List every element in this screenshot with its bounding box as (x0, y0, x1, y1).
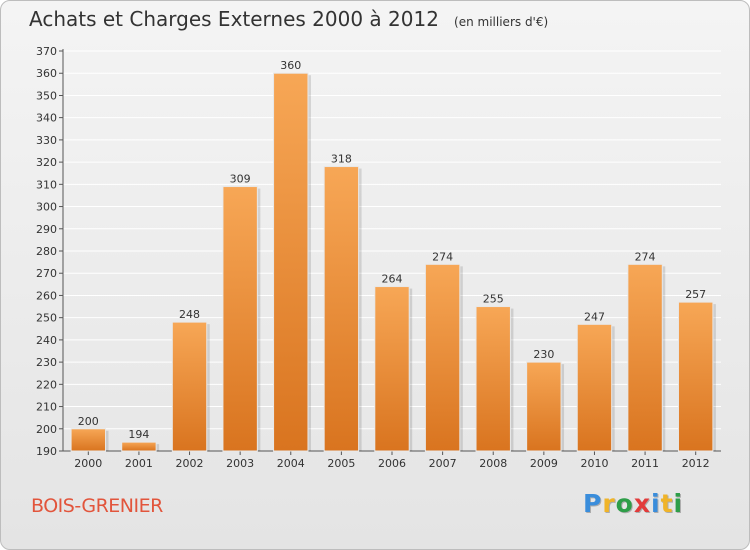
bar (576, 323, 613, 452)
bar-value-label: 360 (280, 59, 301, 72)
x-tick-label: 2009 (530, 457, 558, 470)
y-tick-label: 230 (36, 356, 57, 369)
bar (374, 286, 410, 452)
bar-value-label: 194 (128, 428, 149, 441)
y-tick-label: 220 (36, 378, 57, 391)
proxiti-logo[interactable]: Proxiti (583, 489, 683, 518)
y-tick-label: 360 (36, 67, 57, 80)
bar-value-label: 248 (179, 308, 200, 321)
y-tick-label: 200 (36, 423, 57, 436)
logo-letter: t (660, 489, 674, 518)
x-tick-label: 2008 (479, 457, 507, 470)
y-tick-label: 280 (36, 245, 57, 258)
y-tick-label: 190 (36, 445, 57, 458)
x-tick-label: 2010 (580, 457, 608, 470)
x-tick-label: 2005 (327, 457, 355, 470)
y-tick-label: 270 (36, 267, 57, 280)
logo-letter: i (651, 489, 661, 518)
bar (273, 72, 309, 452)
y-tick-label: 250 (36, 312, 57, 325)
chart-title: Achats et Charges Externes 2000 à 2012 (29, 7, 439, 31)
title-line: Achats et Charges Externes 2000 à 2012 (… (29, 7, 548, 31)
y-tick-label: 340 (36, 112, 57, 125)
bar (171, 321, 208, 452)
bar-value-label: 274 (432, 250, 453, 263)
bar-value-label: 230 (533, 348, 554, 361)
x-tick-label: 2003 (226, 457, 254, 470)
labels: 190 200 210 220 230 240 250 260 270 280 290 300 310 3… (36, 45, 710, 470)
y-tick-label: 370 (36, 45, 57, 58)
y-tick-label: 240 (36, 334, 57, 347)
bar (121, 441, 157, 452)
chart-subtitle: (en milliers d'€) (454, 15, 549, 29)
y-tick-label: 320 (36, 156, 57, 169)
x-tick-label: 2000 (74, 457, 102, 470)
bar-value-label: 309 (230, 173, 251, 186)
logo-letter: i (673, 489, 684, 518)
y-tick-label: 260 (36, 289, 57, 302)
logo-letter: x (633, 489, 651, 518)
bar-value-label: 274 (635, 250, 656, 263)
bar (677, 301, 714, 452)
x-tick-label: 2001 (125, 457, 153, 470)
x-tick-label: 2007 (429, 457, 457, 470)
y-tick-label: 310 (36, 178, 57, 191)
bar-value-label: 200 (78, 415, 99, 428)
x-tick-label: 2011 (631, 457, 659, 470)
bar-value-label: 255 (483, 293, 504, 306)
bar (70, 428, 107, 452)
bar (526, 361, 562, 452)
logo-letter: P (583, 489, 603, 518)
x-tick-label: 2006 (378, 457, 406, 470)
y-tick-label: 210 (36, 401, 57, 414)
bar-value-label: 247 (584, 310, 605, 323)
bars (70, 72, 716, 452)
x-tick-label: 2012 (682, 457, 710, 470)
bar-value-label: 257 (685, 288, 706, 301)
bar (222, 186, 258, 452)
y-tick-label: 290 (36, 223, 57, 236)
logo-letter: o (615, 489, 634, 518)
bar (323, 166, 360, 452)
y-tick-label: 350 (36, 89, 57, 102)
bar (627, 263, 663, 452)
x-tick-label: 2002 (176, 457, 204, 470)
x-tick-label: 2004 (277, 457, 305, 470)
bar-value-label: 264 (382, 273, 403, 286)
logo-letter: r (602, 489, 616, 518)
bar (424, 263, 461, 452)
bar-value-label: 318 (331, 153, 352, 166)
location-label: BOIS-GRENIER (31, 495, 163, 517)
y-tick-label: 330 (36, 134, 57, 147)
y-tick-label: 300 (36, 201, 57, 214)
bar (475, 306, 511, 452)
